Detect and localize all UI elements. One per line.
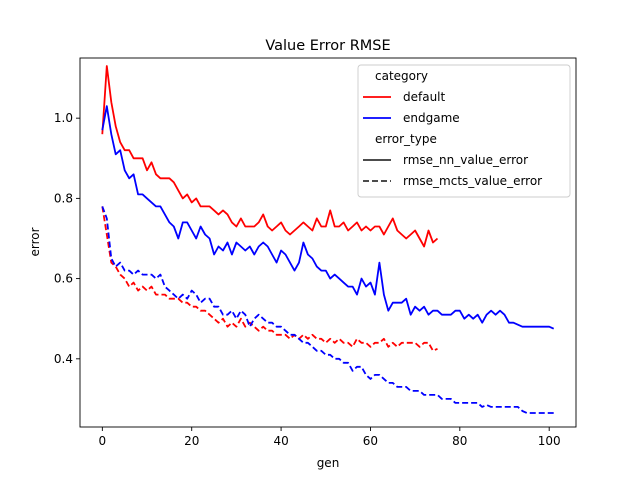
x-tick-label: 80 <box>452 434 467 448</box>
legend-label-rmse_mcts_value_error: rmse_mcts_value_error <box>403 174 542 188</box>
series-line-default-rmse_nn_value_error <box>101 65 439 248</box>
legend-label-rmse_nn_value_error: rmse_nn_value_error <box>403 153 528 167</box>
legend-box <box>357 64 571 198</box>
x-tick-label: 20 <box>184 434 199 448</box>
y-tick-label: 1.0 <box>54 111 73 125</box>
x-tick-label: 0 <box>99 434 107 448</box>
legend-label-endgame: endgame <box>403 111 460 125</box>
y-axis: 0.4 0.6 0.8 1.0 <box>54 111 80 366</box>
chart-title: Value Error RMSE <box>265 38 390 54</box>
plot-frame <box>79 57 577 428</box>
series-line-endgame-rmse_nn_value_error <box>101 105 555 330</box>
y-tick-label: 0.6 <box>54 272 73 286</box>
legend: category default endgame error_type rmse_nn_… <box>357 64 571 198</box>
x-axis: 0 20 40 60 80 100 <box>99 427 561 448</box>
x-axis-label: gen <box>317 456 340 470</box>
series-line-endgame-rmse_mcts_value_error <box>101 206 554 414</box>
legend-category-title: category <box>375 69 428 83</box>
legend-style-title: error_type <box>375 132 437 146</box>
x-tick-label: 60 <box>363 434 378 448</box>
y-tick-label: 0.4 <box>54 352 73 366</box>
y-tick-label: 0.8 <box>54 191 73 205</box>
x-tick-label: 100 <box>538 434 561 448</box>
legend-label-default: default <box>403 90 446 104</box>
series-line-default-rmse_mcts_value_error <box>101 206 438 352</box>
y-axis-label: error <box>28 227 42 256</box>
x-tick-label: 40 <box>273 434 288 448</box>
plot-area <box>79 57 577 428</box>
